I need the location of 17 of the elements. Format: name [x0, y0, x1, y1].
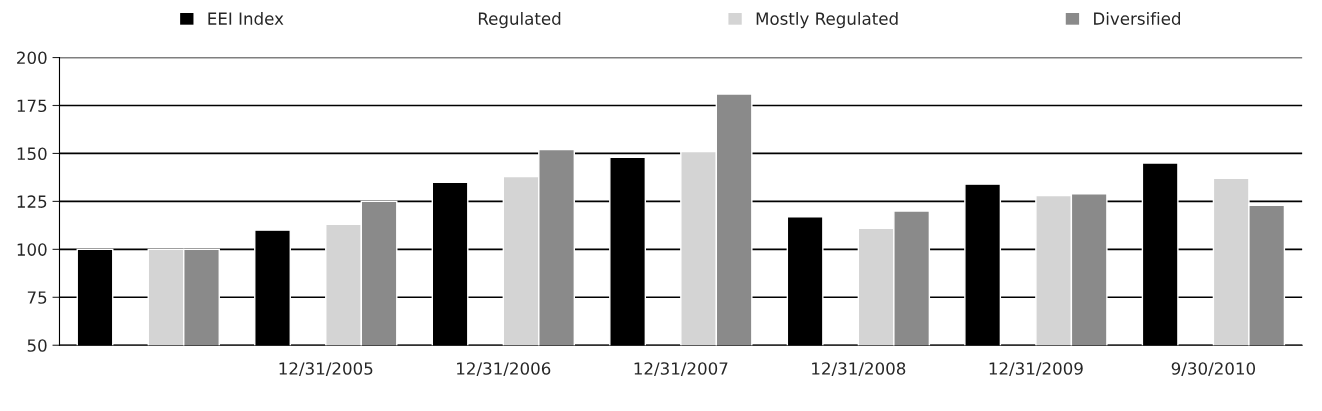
y-tick-label: 200 — [17, 51, 47, 65]
x-tick-label: 12/31/2008 — [812, 362, 906, 377]
y-tick-label: 75 — [27, 291, 47, 304]
x-tick-label: 12/31/2009 — [989, 362, 1083, 377]
y-tick-label: 175 — [17, 99, 47, 113]
x-tick-label: 9/30/2010 — [1171, 362, 1256, 377]
legend-label: EEI Index — [208, 12, 284, 25]
y-tick-label: 100 — [17, 243, 47, 256]
y-tick-label: 150 — [17, 147, 47, 161]
x-tick-label: 12/31/2005 — [279, 362, 373, 377]
x-tick-label: 12/31/2006 — [457, 362, 551, 377]
legend-label: Mostly Regulated — [756, 12, 898, 29]
text: Regulated — [478, 12, 561, 29]
x-tick-label: 12/31/2007 — [634, 362, 728, 377]
legend-label: Diversified — [1094, 12, 1181, 25]
y-tick-label: 50 — [27, 339, 47, 352]
y-tick-label: 125 — [17, 195, 47, 208]
